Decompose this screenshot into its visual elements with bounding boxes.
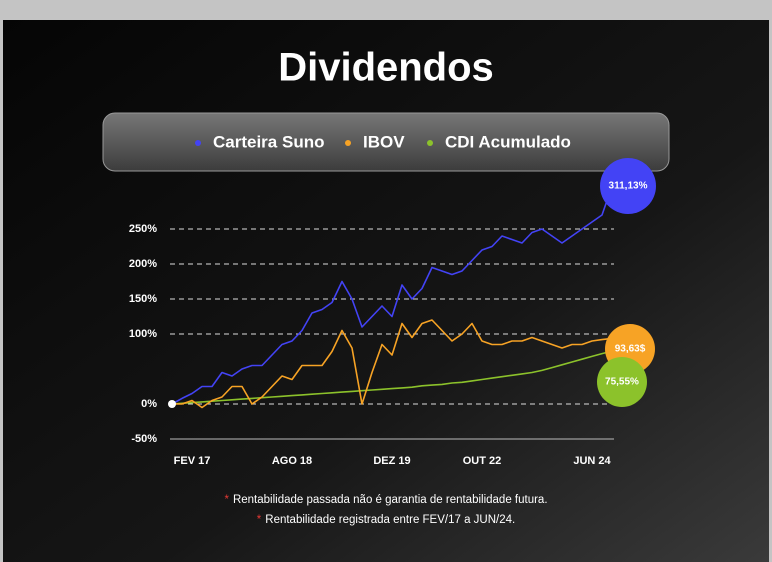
legend-box	[102, 112, 670, 172]
series-line	[171, 350, 613, 405]
legend-label: Carteira Suno	[213, 132, 324, 151]
x-tick-label: FEV 17	[174, 455, 211, 467]
y-tick-label: 100%	[129, 328, 157, 340]
end-bubble	[600, 158, 656, 214]
origin-dot	[168, 400, 176, 408]
footnote: * Rentabilidade registrada entre FEV/17 a…	[257, 514, 515, 526]
chart-title: Dividendos	[278, 46, 494, 90]
legend-label: CDI Acumulado	[445, 132, 571, 151]
y-tick-label: 0%	[141, 398, 157, 410]
y-tick-label: -50%	[131, 433, 157, 445]
x-tick-label: AGO 18	[272, 455, 312, 467]
value-label: 75,55%	[605, 377, 639, 388]
legend-dot	[195, 140, 201, 146]
panel	[3, 20, 769, 562]
footnote-text: Rentabilidade registrada entre FEV/17 a …	[265, 514, 515, 526]
x-tick-label: DEZ 19	[373, 455, 410, 467]
y-tick-label: 150%	[129, 293, 157, 305]
x-tick-label: JUN 24	[573, 455, 611, 467]
footnote-marker: *	[257, 514, 262, 526]
y-tick-label: 200%	[129, 258, 157, 270]
series-line	[171, 185, 613, 405]
end-bubble	[597, 357, 647, 407]
value-label: 311,13%	[609, 181, 648, 192]
footnote: * Rentabilidade passada não é garantia de…	[224, 494, 547, 506]
x-tick-label: OUT 22	[463, 455, 502, 467]
legend-dot	[345, 140, 351, 146]
value-label: 93,63$	[615, 344, 646, 355]
y-tick-label: 250%	[129, 223, 157, 235]
footnote-marker: *	[224, 494, 229, 506]
legend-dot	[427, 140, 433, 146]
footnote-text: Rentabilidade passada não é garantia de …	[233, 494, 548, 506]
series-line	[172, 319, 613, 409]
legend-label: IBOV	[363, 132, 405, 151]
